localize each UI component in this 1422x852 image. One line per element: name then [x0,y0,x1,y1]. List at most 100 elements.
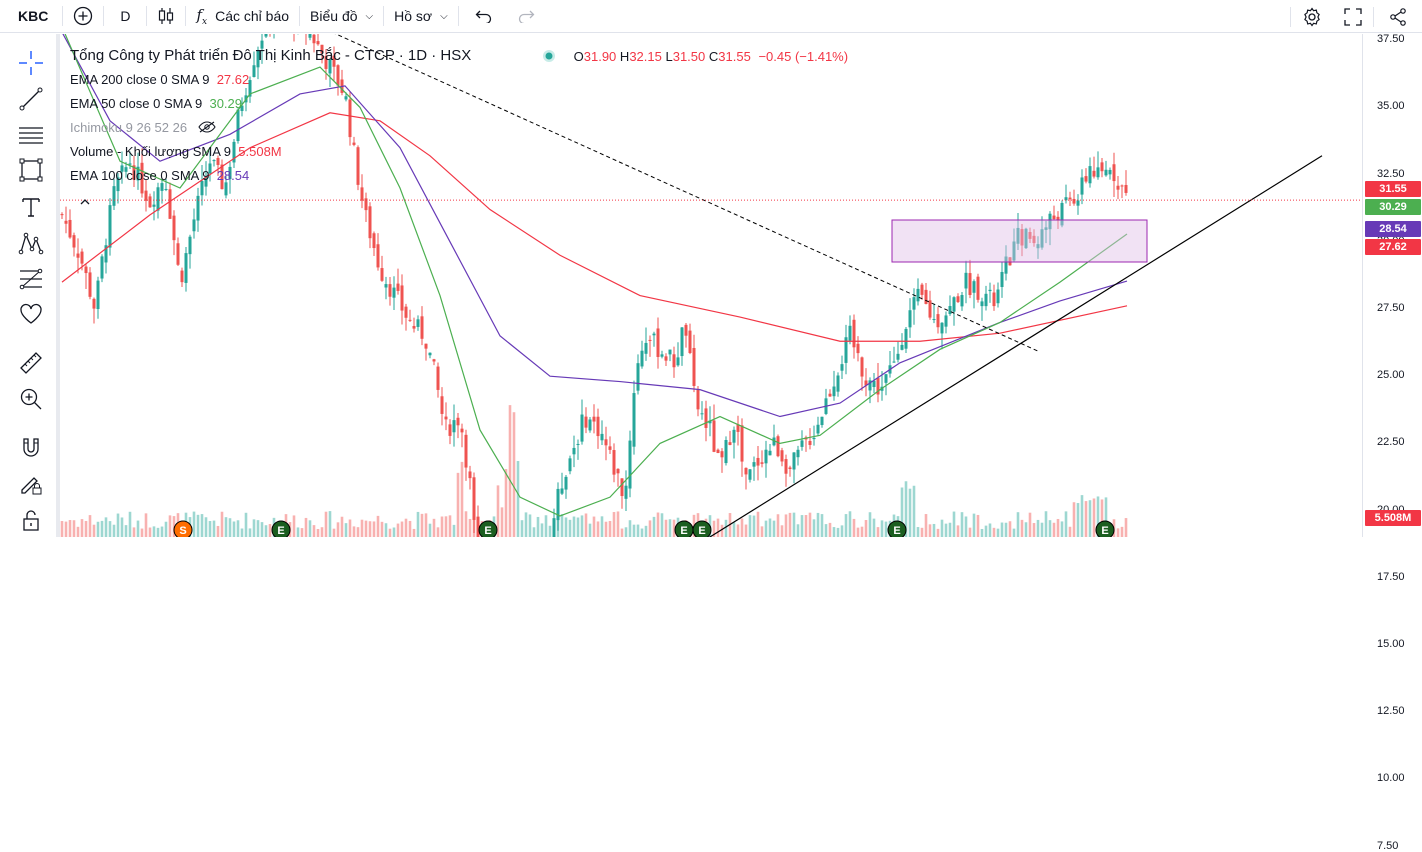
volume-bar [984,525,988,537]
candle-body [80,251,84,264]
volume-bar [784,514,788,537]
redo-button[interactable] [509,0,543,33]
indicator-ema100[interactable]: EMA 100 close 0 SMA 9 28.54 [70,168,249,183]
candle-body [328,59,332,74]
fullscreen-button[interactable] [1333,0,1373,33]
horizontal-lines-tool[interactable] [17,121,45,149]
candle-body [424,343,428,349]
text-tool[interactable] [17,193,45,221]
volume-bar [652,516,656,537]
crosshair-tool[interactable] [17,49,45,77]
candle-body [420,316,424,339]
lock-drawings-tool[interactable] [17,470,45,498]
candle-body [636,363,640,391]
candle-body [1028,231,1032,239]
volume-bar [160,526,164,537]
volume-bar [68,520,72,537]
volume-bar [1056,518,1060,537]
volume-bar [348,519,352,537]
volume-bar [508,405,512,537]
price-axis[interactable]: 42.5040.0037.5035.0032.5030.0027.5025.00… [1362,33,1422,852]
volume-bar [132,527,136,537]
profile-menu[interactable]: Hồ sơ ⌵ [384,0,458,33]
forecast-tool[interactable] [17,265,45,293]
magnet-tool[interactable] [17,434,45,462]
share-button[interactable] [1374,0,1422,33]
collapse-legend-icon [80,199,90,205]
settings-button[interactable] [1291,0,1333,33]
undo-button[interactable] [459,0,509,33]
candle-body [864,380,868,386]
volume-bar [104,517,108,537]
volume-bar [500,507,504,537]
candle-body [556,488,560,521]
symbol-search[interactable]: KBC [18,8,49,24]
volume-bar [264,525,268,537]
measure-tool[interactable] [17,349,45,377]
candle-body [624,485,628,499]
divider [299,6,301,26]
price-tick-label: 37.50 [1377,33,1405,46]
volume-bar [780,525,784,537]
volume-bar [300,528,304,537]
chart-style-button[interactable] [147,0,185,33]
candle-body [104,245,108,263]
indicator-volume[interactable]: Volume - Khối lượng SMA 9 5.508M [70,144,282,159]
volume-bar [360,519,364,537]
compare-button[interactable] [63,0,103,33]
candle-body [1000,271,1004,288]
candle-body [180,270,184,283]
volume-bar [196,514,200,537]
volume-bar [224,517,228,537]
volume-bar [540,523,544,537]
event-marker [692,520,712,537]
pattern-tool[interactable] [17,229,45,257]
candle-body [1068,197,1072,200]
indicator-ema200[interactable]: EMA 200 close 0 SMA 9 27.62 [70,72,249,87]
volume-bar [356,527,360,537]
crosshair-icon [19,51,43,75]
volume-bar [1032,523,1036,537]
indicators-button[interactable]: fx Các chỉ báo [186,0,299,33]
volume-bar [1100,499,1104,537]
volume-bar [988,523,992,537]
chart-type-menu[interactable]: Biểu đồ ⌵ [300,0,383,33]
volume-bar [900,487,904,537]
volume-bar [112,524,116,537]
favorites-tool[interactable] [17,300,45,328]
lock-all-tool[interactable] [17,506,45,534]
candle-body [736,424,740,432]
candle-body [356,147,360,185]
candle-body [236,109,240,141]
indicator-ichimoku[interactable]: Ichimoku 9 26 52 26 [70,120,216,135]
zoom-tool[interactable] [17,385,45,413]
price-tick-label: 32.50 [1377,167,1405,180]
volume-bar [88,515,92,537]
rectangle-tool[interactable] [17,156,45,184]
candle-body [1088,166,1092,184]
divider [62,6,64,26]
volume-bar [852,518,856,537]
trend-line-tool[interactable] [17,85,45,113]
open-value: 31.90 [583,49,617,64]
interval-button[interactable]: D [120,8,131,24]
eye-hidden-icon[interactable] [198,121,216,133]
candle-body [444,416,448,420]
price-tick-label: 12.50 [1377,705,1405,718]
candle-body [908,310,912,328]
candle-body [372,233,376,249]
volume-bar [764,520,768,537]
volume-bar [1000,522,1004,537]
volume-bar [504,469,508,537]
candle-body [1060,202,1064,226]
undo-icon [475,10,491,23]
volume-bar [592,516,596,537]
divider [457,6,459,26]
toolbar-right [1290,0,1422,33]
volume-bar [580,515,584,537]
candle-body [1116,185,1120,190]
candle-body [92,298,96,309]
indicator-ema50[interactable]: EMA 50 close 0 SMA 9 30.29 [70,96,242,111]
